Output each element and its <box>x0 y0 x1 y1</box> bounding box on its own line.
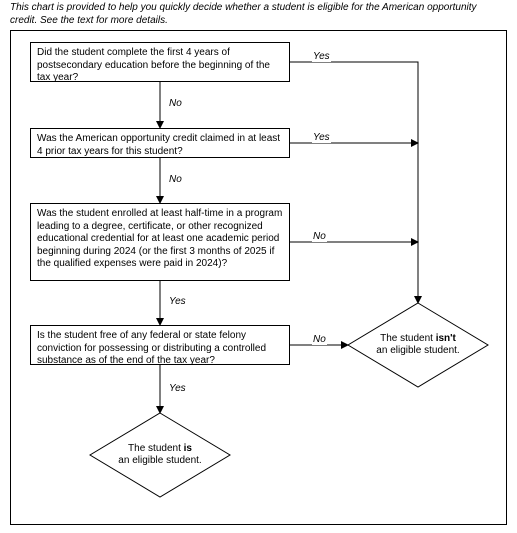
edge-label-q4-yes-el: Yes <box>168 383 187 394</box>
question-3: Was the student enrolled at least half-t… <box>30 203 290 281</box>
edge-label-q2-no-q3: No <box>168 174 183 185</box>
edge-label-q2-yes-ne: Yes <box>312 132 331 143</box>
edge-label-q4-no-ne: No <box>312 334 327 345</box>
question-4: Is the student free of any federal or st… <box>30 325 290 365</box>
eligible-diamond <box>90 413 230 497</box>
question-2: Was the American opportunity credit clai… <box>30 128 290 158</box>
not_eligible-diamond <box>348 303 488 387</box>
edge-label-q3-yes-q4: Yes <box>168 296 187 307</box>
edge-q1-yes-ne <box>290 62 418 303</box>
edge-label-q3-no-ne: No <box>312 231 327 242</box>
edge-label-q1-no-q2: No <box>168 98 183 109</box>
edge-label-q1-yes-ne: Yes <box>312 51 331 62</box>
question-1: Did the student complete the first 4 yea… <box>30 42 290 82</box>
